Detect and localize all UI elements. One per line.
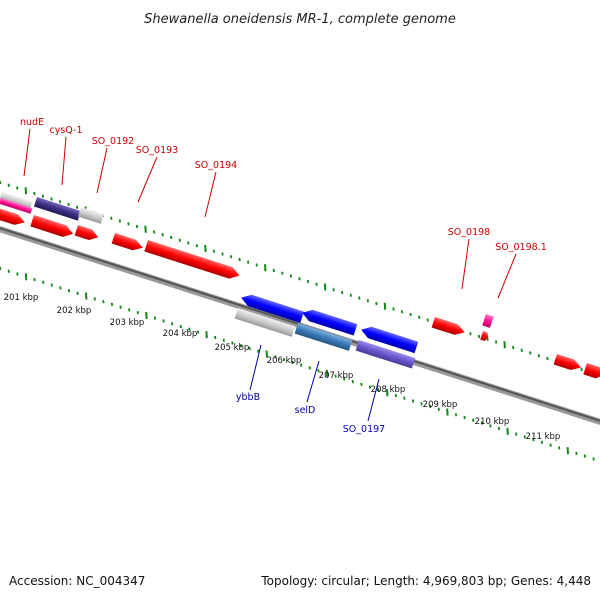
label-connector <box>61 136 67 186</box>
label-connector <box>23 128 31 177</box>
gene-label-forward[interactable]: SO_0194 <box>195 160 237 171</box>
kbp-label: 202 kbp <box>57 306 92 316</box>
label-connector <box>249 344 262 391</box>
gene-feature[interactable] <box>300 307 358 336</box>
gene-label-reverse[interactable]: ybbB <box>236 392 260 403</box>
label-connector <box>137 156 158 203</box>
topology-text: Topology: circular; Length: 4,969,803 bp… <box>260 574 591 588</box>
map-title: Shewanella oneidensis MR-1, complete gen… <box>144 12 456 27</box>
gene-features <box>0 192 600 381</box>
label-connector <box>497 253 517 299</box>
kbp-label: 208 kbp <box>371 385 406 395</box>
kbp-label: 204 kbp <box>163 329 198 339</box>
kbp-label: 201 kbp <box>4 293 39 303</box>
gene-feature[interactable] <box>234 308 296 337</box>
label-connector <box>306 360 320 403</box>
gene-feature[interactable] <box>0 208 27 228</box>
gene-label-forward[interactable]: SO_0198.1 <box>495 242 547 253</box>
accession-text: Accession: NC_004347 <box>9 574 145 588</box>
gene-feature[interactable] <box>111 233 145 253</box>
gene-label-forward[interactable]: SO_0193 <box>136 145 178 156</box>
gene-label-forward[interactable]: cysQ-1 <box>49 125 82 136</box>
gene-feature[interactable] <box>480 331 489 342</box>
kbp-label: 203 kbp <box>110 318 145 328</box>
gene-label-reverse[interactable]: SO_0197 <box>343 424 385 435</box>
gene-feature[interactable] <box>355 340 416 369</box>
gene-feature[interactable] <box>359 324 419 354</box>
gene-feature[interactable] <box>33 197 81 221</box>
gene-label-forward[interactable]: nudE <box>20 117 44 128</box>
gene-feature[interactable] <box>30 215 75 240</box>
gene-feature[interactable] <box>0 192 33 210</box>
gene-label-reverse[interactable]: selD <box>295 405 316 416</box>
gene-feature[interactable] <box>482 314 494 328</box>
gene-feature[interactable] <box>431 317 467 338</box>
gene-feature[interactable] <box>553 354 583 373</box>
gene-feature[interactable] <box>144 240 241 281</box>
gene-feature[interactable] <box>239 292 304 323</box>
kbp-label: 205 kbp <box>215 343 250 353</box>
gene-feature[interactable] <box>74 225 100 243</box>
kbp-label: 207 kbp <box>319 371 354 381</box>
label-connector <box>367 378 380 422</box>
kbp-label: 206 kbp <box>267 356 302 366</box>
gene-feature[interactable] <box>77 207 104 224</box>
kbp-label: 209 kbp <box>423 400 458 410</box>
gene-feature[interactable] <box>0 198 33 214</box>
label-connector <box>461 238 470 290</box>
gene-label-forward[interactable]: SO_0192 <box>92 136 134 147</box>
label-connector <box>204 171 217 218</box>
kbp-label: 211 kbp <box>526 432 561 442</box>
gene-feature[interactable] <box>294 323 353 351</box>
kbp-scale: 201 kbp 202 kbp 203 kbp 204 kbp 205 kbp 206 k… <box>4 293 561 442</box>
label-connector <box>96 147 108 194</box>
gene-feature[interactable] <box>583 363 600 381</box>
kbp-label: 210 kbp <box>475 417 510 427</box>
gene-label-forward[interactable]: SO_0198 <box>448 227 490 238</box>
